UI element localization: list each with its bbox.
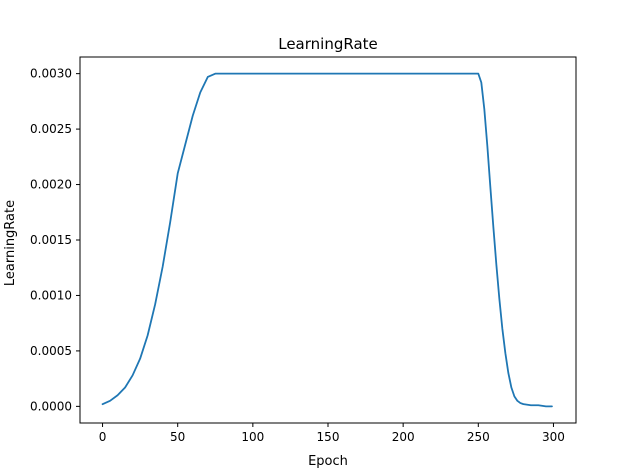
x-axis-ticks: 0 50 100 150 200 250 300 <box>99 423 565 444</box>
series-line-0 <box>101 72 553 408</box>
x-tick-label: 50 <box>170 430 185 444</box>
x-tick-label: 100 <box>241 430 264 444</box>
y-tick-label: 0.0025 <box>30 122 72 136</box>
y-axis-label: LearningRate <box>3 200 18 286</box>
y-tick-label: 0.0020 <box>30 178 72 192</box>
x-tick-label: 300 <box>542 430 565 444</box>
plot-frame <box>79 56 577 424</box>
x-tick-label: 200 <box>392 430 415 444</box>
y-tick-label: 0.0000 <box>30 399 72 413</box>
x-axis-label: Epoch <box>308 454 348 469</box>
y-tick-label: 0.0010 <box>30 288 72 302</box>
plot-area <box>79 56 577 424</box>
x-tick-label: 150 <box>317 430 340 444</box>
x-tick-label: 250 <box>467 430 490 444</box>
y-tick-label: 0.0015 <box>30 233 72 247</box>
y-tick-label: 0.0005 <box>30 344 72 358</box>
x-tick-label: 0 <box>99 430 107 444</box>
chart-title: LearningRate <box>278 35 378 53</box>
y-tick-label: 0.0030 <box>30 67 72 81</box>
y-axis-ticks: 0.0000 0.0005 0.0010 0.0015 0.0020 0.0025 0.00… <box>30 67 80 413</box>
